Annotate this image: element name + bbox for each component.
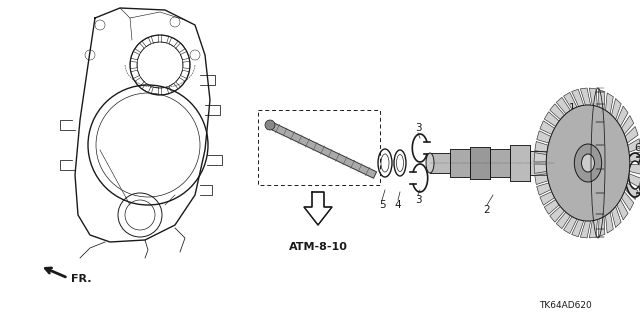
Circle shape xyxy=(265,120,275,130)
Polygon shape xyxy=(598,89,605,109)
Ellipse shape xyxy=(574,144,602,182)
Polygon shape xyxy=(490,149,510,177)
Polygon shape xyxy=(535,141,548,152)
Polygon shape xyxy=(534,164,547,174)
Polygon shape xyxy=(535,174,548,184)
Text: 5: 5 xyxy=(379,200,385,210)
Polygon shape xyxy=(617,106,628,126)
Ellipse shape xyxy=(551,151,559,175)
Polygon shape xyxy=(629,152,640,162)
Polygon shape xyxy=(537,183,551,195)
Polygon shape xyxy=(617,199,628,220)
Polygon shape xyxy=(572,219,584,237)
Polygon shape xyxy=(628,139,640,152)
Polygon shape xyxy=(628,174,640,187)
Polygon shape xyxy=(537,131,551,143)
Text: 6: 6 xyxy=(635,143,640,153)
Polygon shape xyxy=(470,147,490,179)
Polygon shape xyxy=(612,99,621,120)
Ellipse shape xyxy=(547,105,630,221)
Polygon shape xyxy=(605,93,613,114)
Ellipse shape xyxy=(426,153,434,173)
Text: FR.: FR. xyxy=(71,274,92,284)
Polygon shape xyxy=(625,127,638,143)
Polygon shape xyxy=(589,88,598,107)
Polygon shape xyxy=(269,122,376,178)
Polygon shape xyxy=(621,115,634,134)
Polygon shape xyxy=(556,212,570,229)
Polygon shape xyxy=(540,121,554,134)
Polygon shape xyxy=(430,153,450,173)
Polygon shape xyxy=(625,183,638,199)
Text: 2: 2 xyxy=(484,205,490,215)
Polygon shape xyxy=(556,97,570,114)
Polygon shape xyxy=(544,112,559,126)
Polygon shape xyxy=(304,192,332,225)
Polygon shape xyxy=(534,152,547,162)
Text: 4: 4 xyxy=(395,200,401,210)
Text: TK64AD620: TK64AD620 xyxy=(539,300,591,309)
Polygon shape xyxy=(544,199,559,214)
Polygon shape xyxy=(621,192,634,211)
Polygon shape xyxy=(589,219,598,238)
Polygon shape xyxy=(572,89,584,107)
Polygon shape xyxy=(564,93,577,109)
Polygon shape xyxy=(605,212,613,233)
Polygon shape xyxy=(540,192,554,205)
Polygon shape xyxy=(629,164,640,174)
Polygon shape xyxy=(450,149,470,177)
Ellipse shape xyxy=(582,154,595,172)
Polygon shape xyxy=(612,206,621,227)
Polygon shape xyxy=(580,88,591,105)
Text: 1: 1 xyxy=(569,103,575,113)
Polygon shape xyxy=(564,217,577,234)
Polygon shape xyxy=(580,221,591,238)
Polygon shape xyxy=(550,104,564,120)
Text: 3: 3 xyxy=(415,123,421,133)
Polygon shape xyxy=(598,217,605,237)
Text: 3: 3 xyxy=(415,195,421,205)
Text: ATM-8-10: ATM-8-10 xyxy=(289,242,348,252)
Polygon shape xyxy=(550,206,564,222)
Polygon shape xyxy=(530,151,555,175)
Polygon shape xyxy=(510,145,530,181)
